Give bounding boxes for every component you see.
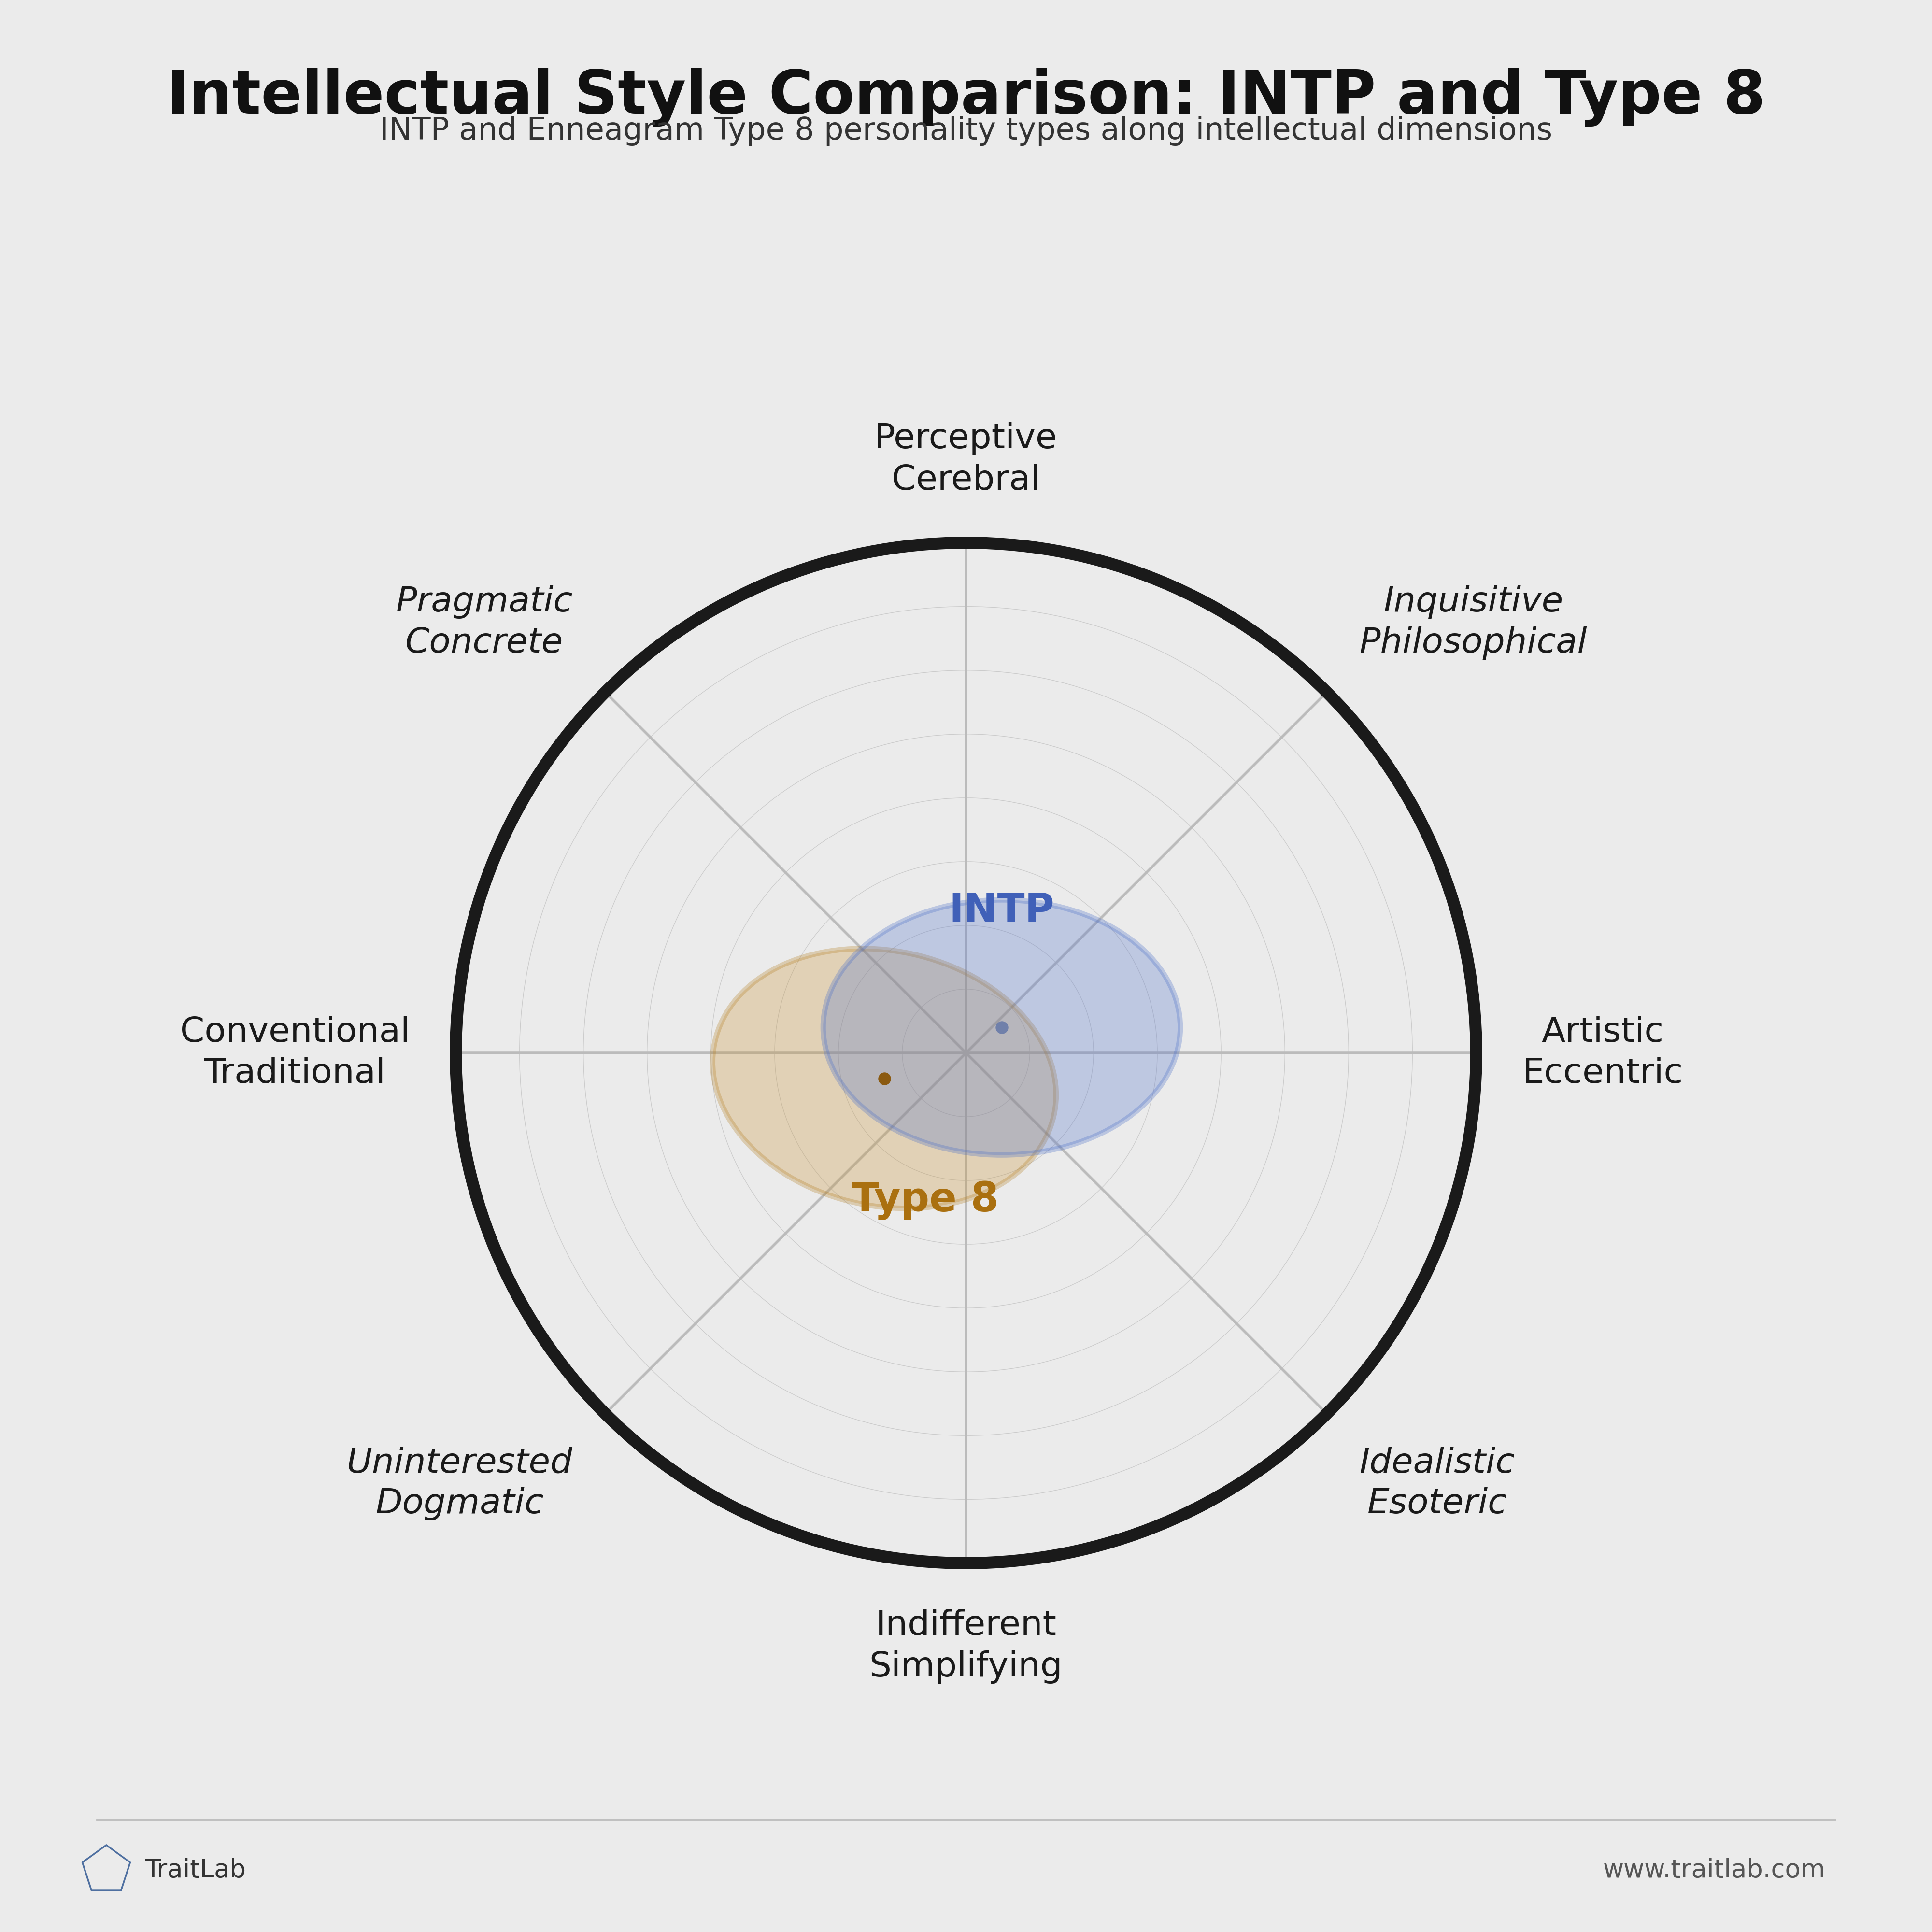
- Text: Idealistic
Esoteric: Idealistic Esoteric: [1360, 1447, 1515, 1520]
- Text: Inquisitive
Philosophical: Inquisitive Philosophical: [1360, 585, 1586, 659]
- Text: INTP and Enneagram Type 8 personality types along intellectual dimensions: INTP and Enneagram Type 8 personality ty…: [379, 116, 1553, 147]
- Text: Type 8: Type 8: [852, 1180, 999, 1219]
- Text: Uninterested
Dogmatic: Uninterested Dogmatic: [346, 1447, 572, 1520]
- Text: Artistic
Eccentric: Artistic Eccentric: [1522, 1016, 1683, 1090]
- Text: INTP: INTP: [949, 891, 1055, 931]
- Ellipse shape: [823, 900, 1180, 1155]
- Text: Perceptive
Cerebral: Perceptive Cerebral: [875, 423, 1057, 497]
- Text: TraitLab: TraitLab: [145, 1859, 245, 1882]
- Text: www.traitlab.com: www.traitlab.com: [1604, 1859, 1826, 1882]
- Text: Intellectual Style Comparison: INTP and Type 8: Intellectual Style Comparison: INTP and …: [166, 68, 1766, 128]
- Text: Conventional
Traditional: Conventional Traditional: [180, 1016, 410, 1090]
- Text: Pragmatic
Concrete: Pragmatic Concrete: [396, 585, 572, 659]
- Text: Indifferent
Simplifying: Indifferent Simplifying: [869, 1609, 1063, 1683]
- Ellipse shape: [713, 949, 1057, 1208]
